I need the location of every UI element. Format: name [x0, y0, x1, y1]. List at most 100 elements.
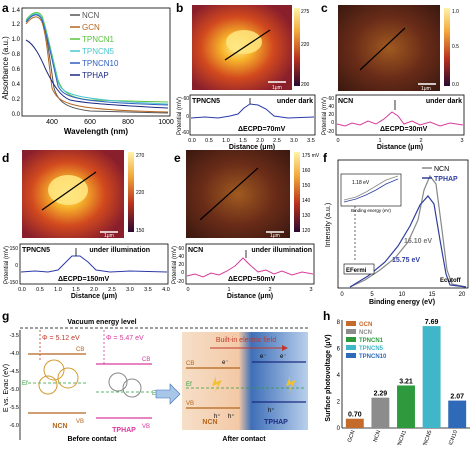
svg-text:0.5: 0.5	[205, 138, 213, 144]
svg-text:20: 20	[459, 292, 466, 298]
panel-h-ytick: 4	[337, 373, 341, 379]
panel-f: Intensity (a.u.) Binding energy (eV) 0 5…	[325, 159, 469, 306]
svg-text:10: 10	[399, 292, 406, 298]
svg-text:2.0: 2.0	[256, 138, 264, 144]
svg-text:150: 150	[136, 228, 145, 234]
panel-h-bar-gcn	[345, 418, 364, 428]
svg-text:3: 3	[309, 287, 312, 293]
panel-a-legend-tpncn10: TPNCN10	[82, 59, 119, 68]
panel-h-value-label: 2.29	[374, 391, 388, 398]
panel-d-condition: under illumination	[89, 247, 150, 254]
panel-b-scalebar: 1μm	[272, 85, 282, 91]
svg-text:3.5: 3.5	[144, 287, 152, 293]
svg-text:2: 2	[268, 287, 271, 293]
svg-text:Ef: Ef	[186, 382, 192, 388]
panel-d-profile-curve	[20, 255, 168, 273]
svg-text:-5.0: -5.0	[10, 387, 19, 393]
panel-g-vacuum-label: Vacuum energy level	[67, 319, 136, 326]
svg-text:20: 20	[178, 262, 184, 268]
svg-text:2.0: 2.0	[90, 287, 98, 293]
panel-b-delta: ΔECPD=70mV	[238, 126, 286, 133]
panel-f-annot-tphap: 15.75 eV	[392, 257, 420, 264]
panel-letter-g: g	[2, 309, 9, 323]
panel-h-legend-label: TPNCN5	[359, 346, 384, 352]
svg-text:0: 0	[331, 120, 334, 126]
svg-text:150: 150	[10, 246, 19, 252]
panel-b-colorbar-tick: 200	[301, 82, 310, 88]
panel-a-legend-tpncn5: TPNCN5	[82, 47, 115, 56]
svg-text:1.0: 1.0	[54, 287, 62, 293]
panel-h-value-label: 0.70	[348, 412, 362, 419]
panel-h-category-label: NCN	[373, 430, 383, 443]
panel-h-ytick: 8	[337, 320, 341, 326]
panel-a-ytick: 1.4	[12, 8, 21, 14]
panel-d-tag: TPNCN5	[22, 247, 50, 254]
svg-text:VB: VB	[186, 401, 194, 407]
svg-text:e⁻: e⁻	[280, 354, 287, 360]
panel-letter-a: a	[2, 1, 9, 15]
panel-f-frame	[337, 159, 469, 289]
panel-a-xtick: 600	[84, 119, 96, 126]
panel-f-curve-tphap	[349, 195, 467, 288]
svg-text:0: 0	[181, 270, 184, 276]
panel-e-tag: NCN	[188, 247, 203, 254]
panel-e: 1μm 175 mV 160 150 140 130 120 NCN under…	[172, 150, 320, 300]
svg-text:1.5: 1.5	[72, 287, 80, 293]
panel-c-tag: NCN	[338, 98, 353, 105]
svg-text:40: 40	[178, 254, 184, 260]
svg-text:2: 2	[419, 138, 422, 144]
panel-e-ylabel: Potential (mV)	[172, 246, 178, 284]
panel-a: Absorbance (a.u.) Wavelength (nm) 400 60…	[1, 7, 174, 136]
panel-h-ylabel: Surface photovoltage (μV)	[325, 334, 332, 421]
panel-h-category-label: TPNCN1	[395, 430, 408, 445]
svg-text:0.0: 0.0	[452, 82, 459, 88]
svg-text:1.5: 1.5	[239, 138, 247, 144]
svg-text:-4.5: -4.5	[10, 369, 19, 375]
panel-h-value-label: 2.07	[450, 394, 464, 401]
panel-c-xlabel: Distance (μm)	[377, 144, 423, 151]
svg-text:-60: -60	[182, 130, 189, 136]
panel-a-ytick: 0.4	[12, 82, 21, 88]
panel-f-xlabel: Binding energy (eV)	[369, 299, 435, 306]
panel-h-bar-tpncn1	[397, 385, 415, 428]
svg-text:CB: CB	[186, 361, 194, 367]
panel-letter-c: c	[321, 1, 328, 15]
svg-text:2.5: 2.5	[273, 138, 281, 144]
panel-a-curve-tpncn10	[25, 14, 169, 106]
svg-text:3.5: 3.5	[307, 138, 315, 144]
panel-c-scalebar: 1μm	[421, 86, 431, 92]
panel-f-curve-ncn	[349, 174, 467, 288]
panel-f-ecutoff: Ecutoff	[440, 278, 462, 284]
svg-text:0.5: 0.5	[36, 287, 44, 293]
svg-text:0: 0	[340, 292, 344, 298]
panel-h-bar-tpncn10	[448, 400, 467, 428]
svg-text:20: 20	[328, 112, 334, 118]
svg-text:e⁻: e⁻	[222, 360, 229, 366]
panel-h-category-label: TPNCN10	[445, 430, 459, 445]
panel-a-legend-tpncn1: TPNCN1	[82, 35, 115, 44]
panel-b-tag: TPNCN5	[192, 98, 220, 105]
svg-text:0: 0	[186, 114, 189, 120]
panel-h-ytick: 0	[337, 426, 341, 432]
svg-text:1: 1	[227, 287, 230, 293]
panel-d: 1μm 270 220 150 TPNCN5 under illuminatio…	[4, 150, 170, 300]
svg-text:40: 40	[328, 104, 334, 110]
panel-a-ylabel: Absorbance (a.u.)	[1, 36, 10, 100]
svg-text:VB: VB	[142, 424, 150, 430]
panel-h-bar-tpncn5	[422, 326, 441, 428]
svg-text:TPHAP: TPHAP	[264, 419, 288, 426]
panel-letter-b: b	[176, 1, 183, 15]
panel-a-xtick: 800	[122, 119, 134, 126]
panel-b-ylabel: Potential (mV)	[177, 97, 183, 135]
panel-e-line-profile	[199, 167, 259, 221]
panel-a-ytick: 0.0	[12, 112, 21, 118]
panel-h-ytick: 2	[337, 400, 341, 406]
panel-h-category-label: TPNCN5	[420, 430, 433, 445]
svg-text:Ef: Ef	[152, 391, 158, 397]
panel-a-legend-gcn: GCN	[82, 23, 100, 32]
svg-text:120: 120	[302, 228, 311, 234]
panel-a-ytick: 0.6	[12, 67, 21, 73]
panel-f-legend-ncn: NCN	[434, 166, 449, 173]
panel-e-profile-curve	[186, 257, 314, 278]
svg-text:CB: CB	[142, 357, 150, 363]
